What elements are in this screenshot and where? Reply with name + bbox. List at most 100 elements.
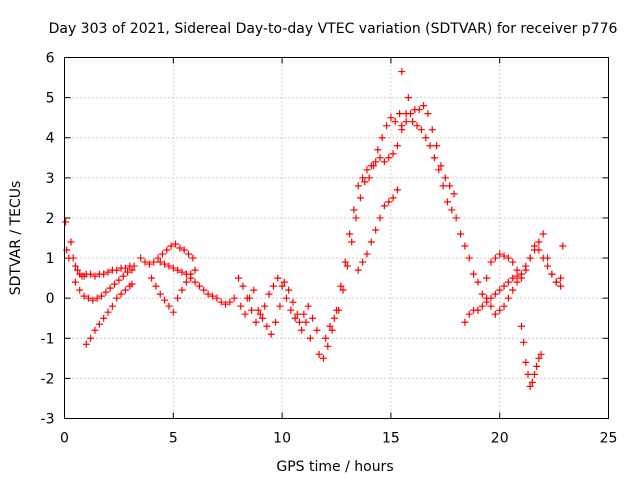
data-point xyxy=(452,214,460,222)
data-point xyxy=(504,254,512,262)
data-point xyxy=(441,174,449,182)
y-tick-label: 6 xyxy=(46,51,55,67)
x-tick-label: 15 xyxy=(382,431,400,447)
data-point xyxy=(350,206,358,214)
data-point xyxy=(387,114,395,122)
data-point xyxy=(235,274,243,282)
data-point xyxy=(500,252,508,260)
data-point xyxy=(376,154,384,162)
data-point xyxy=(204,290,212,298)
data-point xyxy=(250,286,258,294)
data-point xyxy=(513,278,521,286)
data-point xyxy=(108,302,116,310)
data-point xyxy=(254,306,262,314)
data-point xyxy=(82,340,90,348)
data-point xyxy=(124,268,132,276)
data-point xyxy=(272,318,280,326)
data-point xyxy=(104,268,112,276)
data-point xyxy=(509,286,517,294)
data-point xyxy=(237,302,245,310)
data-point xyxy=(378,134,386,142)
data-point xyxy=(121,286,129,294)
data-point xyxy=(128,280,136,288)
data-point xyxy=(287,306,295,314)
data-point xyxy=(548,270,556,278)
data-point xyxy=(200,286,208,294)
data-point xyxy=(156,258,164,266)
data-point xyxy=(171,240,179,248)
data-point xyxy=(491,310,499,318)
data-point xyxy=(189,254,197,262)
data-point xyxy=(385,198,393,206)
data-point xyxy=(208,292,216,300)
data-point xyxy=(178,286,186,294)
data-point xyxy=(76,286,84,294)
data-point xyxy=(474,306,482,314)
data-point xyxy=(557,282,565,290)
data-point xyxy=(174,266,182,274)
data-point xyxy=(315,350,323,358)
data-point xyxy=(195,282,203,290)
data-point xyxy=(380,202,388,210)
data-point xyxy=(239,282,247,290)
data-point xyxy=(137,254,145,262)
y-tick-label: -2 xyxy=(41,371,55,387)
data-point xyxy=(363,166,371,174)
y-tick-labels: -3 -2 -1 0 1 2 3 4 5 6 xyxy=(41,51,55,428)
data-point xyxy=(437,162,445,170)
data-point xyxy=(420,102,428,110)
data-point xyxy=(354,266,362,274)
data-point xyxy=(84,294,92,302)
data-point xyxy=(230,294,238,302)
data-point xyxy=(443,198,451,206)
data-point xyxy=(356,194,364,202)
data-point xyxy=(346,230,354,238)
data-point xyxy=(470,270,478,278)
data-point xyxy=(517,322,525,330)
data-point xyxy=(522,358,530,366)
data-point xyxy=(245,294,253,302)
data-point xyxy=(363,250,371,258)
data-point xyxy=(415,106,423,114)
data-point xyxy=(300,310,308,318)
data-point xyxy=(393,142,401,150)
data-point xyxy=(161,260,169,268)
data-point xyxy=(478,290,486,298)
data-point xyxy=(522,262,530,270)
data-point xyxy=(113,266,121,274)
data-point xyxy=(161,296,169,304)
data-point xyxy=(504,278,512,286)
y-tick-label: 5 xyxy=(46,91,55,107)
data-point xyxy=(544,262,552,270)
data-point xyxy=(517,270,525,278)
data-point xyxy=(335,306,343,314)
data-point xyxy=(100,270,108,278)
y-tick-label: 1 xyxy=(46,251,55,267)
data-point xyxy=(241,310,249,318)
data-point xyxy=(226,298,234,306)
data-point xyxy=(391,118,399,126)
data-point xyxy=(524,370,532,378)
data-point xyxy=(337,282,345,290)
data-point xyxy=(435,166,443,174)
data-point xyxy=(298,326,306,334)
data-point xyxy=(91,326,99,334)
data-point xyxy=(248,306,256,314)
data-point xyxy=(269,282,277,290)
y-axis-label: SDTVAR / TECUs xyxy=(8,181,24,296)
data-point xyxy=(433,142,441,150)
data-point xyxy=(354,182,362,190)
data-point xyxy=(396,110,404,118)
data-point xyxy=(535,238,543,246)
data-point xyxy=(182,278,190,286)
data-point xyxy=(380,158,388,166)
data-point xyxy=(535,246,543,254)
data-point xyxy=(500,282,508,290)
data-point xyxy=(326,322,334,330)
data-point xyxy=(504,294,512,302)
x-tick-label: 5 xyxy=(169,431,178,447)
data-point xyxy=(222,300,230,308)
data-point xyxy=(533,362,541,370)
data-point xyxy=(393,186,401,194)
data-point xyxy=(417,126,425,134)
